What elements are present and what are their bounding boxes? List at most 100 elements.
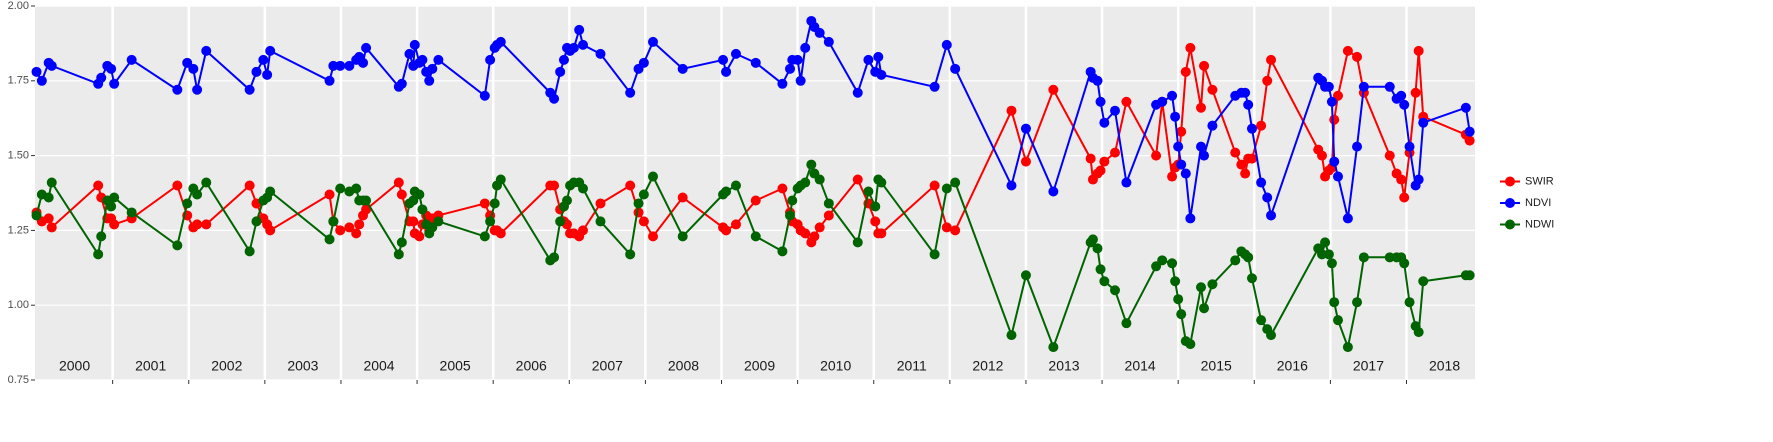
data-point bbox=[1199, 60, 1210, 71]
legend-key bbox=[1505, 176, 1515, 187]
data-point bbox=[1323, 81, 1334, 92]
data-point bbox=[396, 189, 407, 200]
data-point bbox=[1199, 303, 1210, 314]
data-point bbox=[577, 183, 588, 194]
data-point bbox=[814, 27, 825, 38]
data-point bbox=[1110, 285, 1120, 296]
data-point bbox=[393, 249, 404, 260]
data-point bbox=[718, 54, 729, 65]
data-point bbox=[1048, 186, 1059, 197]
data-point bbox=[814, 222, 825, 233]
data-point bbox=[361, 204, 372, 215]
data-point bbox=[265, 186, 276, 197]
data-point bbox=[344, 222, 355, 233]
data-point bbox=[192, 189, 203, 200]
data-point bbox=[1262, 192, 1273, 203]
data-point bbox=[1196, 102, 1207, 113]
data-point bbox=[1410, 87, 1421, 98]
data-point bbox=[43, 213, 54, 224]
data-point bbox=[648, 36, 659, 47]
data-point bbox=[1048, 84, 1059, 95]
data-point bbox=[1464, 270, 1475, 281]
data-point bbox=[1167, 90, 1178, 101]
data-point bbox=[950, 63, 961, 74]
y-tick-label: 1.75 bbox=[8, 75, 29, 87]
data-point bbox=[787, 195, 798, 206]
data-point bbox=[1384, 252, 1395, 263]
data-point bbox=[1207, 84, 1218, 95]
data-point bbox=[1196, 141, 1207, 152]
data-point bbox=[1256, 177, 1267, 188]
data-point bbox=[244, 84, 255, 95]
data-point bbox=[1358, 81, 1369, 92]
year-label: 2001 bbox=[135, 358, 166, 374]
data-point bbox=[109, 192, 120, 203]
data-point bbox=[172, 180, 183, 191]
data-point bbox=[106, 201, 117, 212]
data-point bbox=[1157, 255, 1168, 266]
data-point bbox=[823, 36, 834, 47]
data-point bbox=[1085, 153, 1096, 164]
data-point bbox=[929, 81, 940, 92]
data-point bbox=[549, 252, 560, 263]
data-point bbox=[1266, 54, 1277, 65]
data-point bbox=[750, 231, 761, 242]
data-point bbox=[876, 69, 887, 80]
data-point bbox=[1020, 156, 1031, 167]
year-label: 2003 bbox=[287, 358, 318, 374]
data-point bbox=[625, 249, 636, 260]
data-point bbox=[414, 231, 425, 242]
data-point bbox=[96, 231, 107, 242]
data-point bbox=[648, 231, 659, 242]
data-point bbox=[721, 186, 732, 197]
data-point bbox=[852, 87, 863, 98]
data-point bbox=[1256, 120, 1267, 131]
data-point bbox=[109, 78, 120, 89]
data-point bbox=[251, 66, 262, 77]
data-point bbox=[109, 219, 120, 230]
data-point bbox=[941, 39, 952, 50]
data-point bbox=[172, 240, 183, 251]
data-point bbox=[324, 75, 335, 86]
data-point bbox=[1404, 297, 1415, 308]
data-point bbox=[1099, 156, 1110, 167]
year-label: 2008 bbox=[668, 358, 699, 374]
data-point bbox=[785, 63, 796, 74]
data-point bbox=[870, 201, 881, 212]
data-point bbox=[555, 216, 566, 227]
data-point bbox=[595, 48, 606, 59]
year-label: 2009 bbox=[744, 358, 775, 374]
data-point bbox=[495, 36, 506, 47]
legend-label: NDVI bbox=[1525, 197, 1551, 209]
data-point bbox=[633, 198, 644, 209]
data-point bbox=[1087, 234, 1098, 245]
data-point bbox=[1173, 141, 1184, 152]
data-point bbox=[495, 228, 506, 239]
data-point bbox=[730, 219, 741, 230]
data-point bbox=[1352, 141, 1363, 152]
data-point bbox=[351, 183, 362, 194]
data-point bbox=[479, 198, 490, 209]
data-point bbox=[433, 216, 444, 227]
series-line bbox=[35, 161, 1470, 351]
data-point bbox=[409, 39, 420, 50]
legend-key bbox=[1505, 198, 1515, 208]
data-point bbox=[324, 234, 335, 245]
data-point bbox=[1323, 249, 1334, 260]
data-point bbox=[1121, 96, 1132, 107]
data-point bbox=[1399, 258, 1410, 269]
data-point bbox=[785, 210, 796, 221]
data-point bbox=[950, 225, 961, 236]
year-label: 2004 bbox=[363, 358, 394, 374]
data-point bbox=[1352, 51, 1363, 62]
data-point bbox=[876, 177, 887, 188]
data-point bbox=[1207, 279, 1218, 290]
data-point bbox=[814, 174, 825, 185]
data-point bbox=[479, 231, 490, 242]
data-point bbox=[950, 177, 961, 188]
data-point bbox=[408, 195, 419, 206]
data-point bbox=[46, 177, 57, 188]
data-point bbox=[1246, 273, 1257, 284]
y-tick-label: 1.50 bbox=[8, 150, 29, 162]
data-point bbox=[251, 216, 262, 227]
